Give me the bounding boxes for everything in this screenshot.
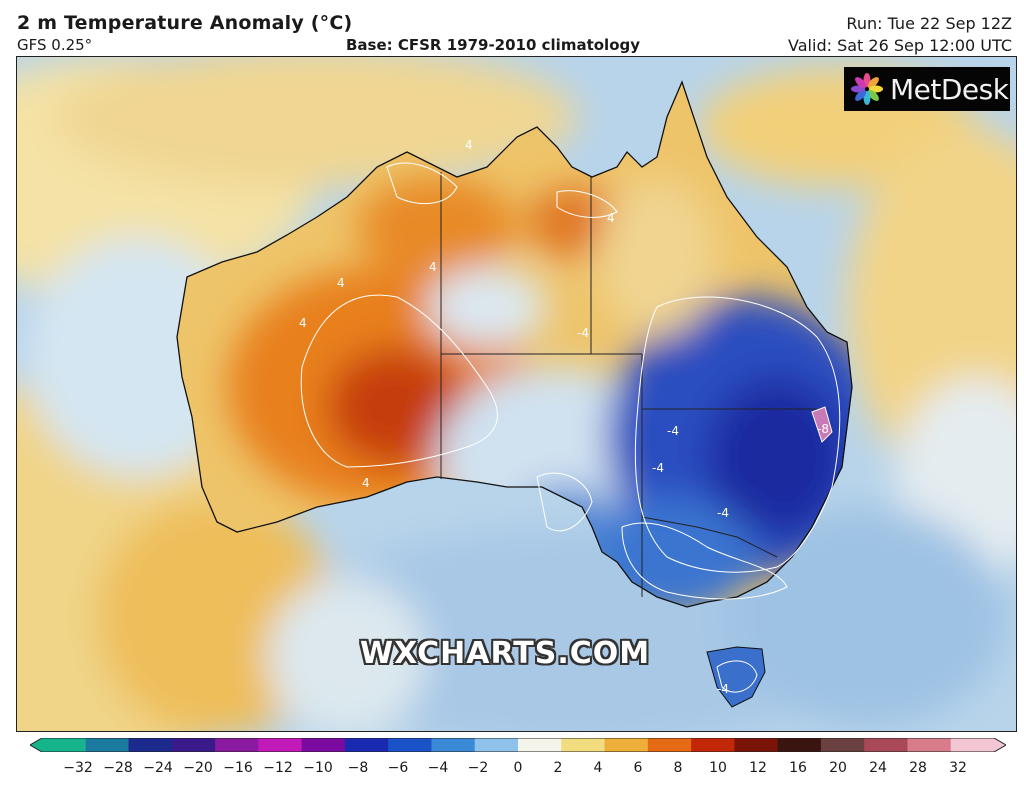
contour-label: -4 xyxy=(577,326,589,340)
colorbar-tick-label: −4 xyxy=(427,760,449,776)
contour-label: -4 xyxy=(717,506,729,520)
colorbar-segment xyxy=(561,738,606,752)
map-canvas: 4 4 4 4 4 4 -4 -4 -4 -4 -4 -8 xyxy=(17,57,1016,731)
colorbar-tick-label: −24 xyxy=(143,760,173,776)
colorbar-tick-label: −2 xyxy=(467,760,489,776)
colorbar-segment xyxy=(30,738,86,752)
colorbar-tick-label: −32 xyxy=(63,760,93,776)
colorbar-tick-label: −10 xyxy=(303,760,333,776)
colorbar-segment xyxy=(518,738,562,752)
colorbar-segment xyxy=(864,738,908,752)
colorbar-segment xyxy=(215,738,259,752)
colorbar-tick-label: 4 xyxy=(593,760,603,776)
contour-label: -4 xyxy=(652,461,664,475)
colorbar-segment xyxy=(431,738,476,752)
colorbar-tick-label: −8 xyxy=(347,760,369,776)
metdesk-flower-icon xyxy=(851,73,883,105)
contour-label: 4 xyxy=(299,316,307,330)
colorbar-tick-label: 8 xyxy=(673,760,683,776)
colorbar-segment xyxy=(474,738,519,752)
colorbar-segment xyxy=(171,738,216,752)
anomaly-contours xyxy=(300,162,841,693)
colorbar-tick-label: 6 xyxy=(633,760,643,776)
contour-label: -4 xyxy=(667,424,679,438)
colorbar-segment xyxy=(907,738,952,752)
contour-label: -4 xyxy=(717,682,729,696)
colorbar-tick-label: −20 xyxy=(183,760,213,776)
contour-label: 4 xyxy=(362,476,370,490)
colorbar xyxy=(30,738,1006,752)
state-borders xyxy=(440,172,817,597)
anomaly-map[interactable]: 4 4 4 4 4 4 -4 -4 -4 -4 -4 -8 MetDesk xyxy=(16,56,1017,732)
base-label: Base: CFSR 1979-2010 climatology xyxy=(346,36,641,54)
colorbar-segment xyxy=(734,738,779,752)
contour-label: 4 xyxy=(337,276,345,290)
colorbar-tick-label: 16 xyxy=(789,760,807,776)
colorbar-tick-label: 24 xyxy=(869,760,887,776)
colorbar-tick-label: 20 xyxy=(829,760,847,776)
australia-coastline xyxy=(176,80,853,608)
contour-label: -8 xyxy=(817,422,829,436)
colorbar-segment xyxy=(85,738,130,752)
contour-label: 4 xyxy=(429,260,437,274)
colorbar-segment xyxy=(647,738,692,752)
colorbar-segment xyxy=(950,738,1006,752)
contour-label: 4 xyxy=(465,138,473,152)
colorbar-segment xyxy=(128,738,173,752)
valid-label: Valid: Sat 26 Sep 12:00 UTC xyxy=(788,36,1012,55)
colorbar-tick-label: 28 xyxy=(909,760,927,776)
colorbar-tick-label: 0 xyxy=(513,760,523,776)
model-label: GFS 0.25° xyxy=(17,36,93,54)
colorbar-segment xyxy=(258,738,303,752)
colorbar-tick-label: −6 xyxy=(387,760,409,776)
colorbar-segment xyxy=(344,738,389,752)
chart-title: 2 m Temperature Anomaly (°C) xyxy=(17,12,353,34)
colorbar-tick-label: 12 xyxy=(749,760,767,776)
wxcharts-watermark: WXCHARTS.COM xyxy=(360,636,651,671)
run-label: Run: Tue 22 Sep 12Z xyxy=(846,14,1012,33)
colorbar-tick-label: −16 xyxy=(223,760,253,776)
colorbar-segment xyxy=(301,738,346,752)
metdesk-logo: MetDesk xyxy=(844,67,1010,111)
colorbar-segment xyxy=(604,738,649,752)
colorbar-segment xyxy=(820,738,865,752)
colorbar-tick-label: −12 xyxy=(263,760,293,776)
colorbar-segment xyxy=(691,738,735,752)
colorbar-segment xyxy=(388,738,432,752)
colorbar-tick-label: 2 xyxy=(553,760,563,776)
contour-label: 4 xyxy=(607,211,615,225)
colorbar-segment xyxy=(777,738,822,752)
colorbar-tick-label: −28 xyxy=(103,760,133,776)
colorbar-tick-label: 10 xyxy=(709,760,727,776)
logo-text: MetDesk xyxy=(890,72,1009,106)
colorbar-tick-label: 32 xyxy=(949,760,967,776)
